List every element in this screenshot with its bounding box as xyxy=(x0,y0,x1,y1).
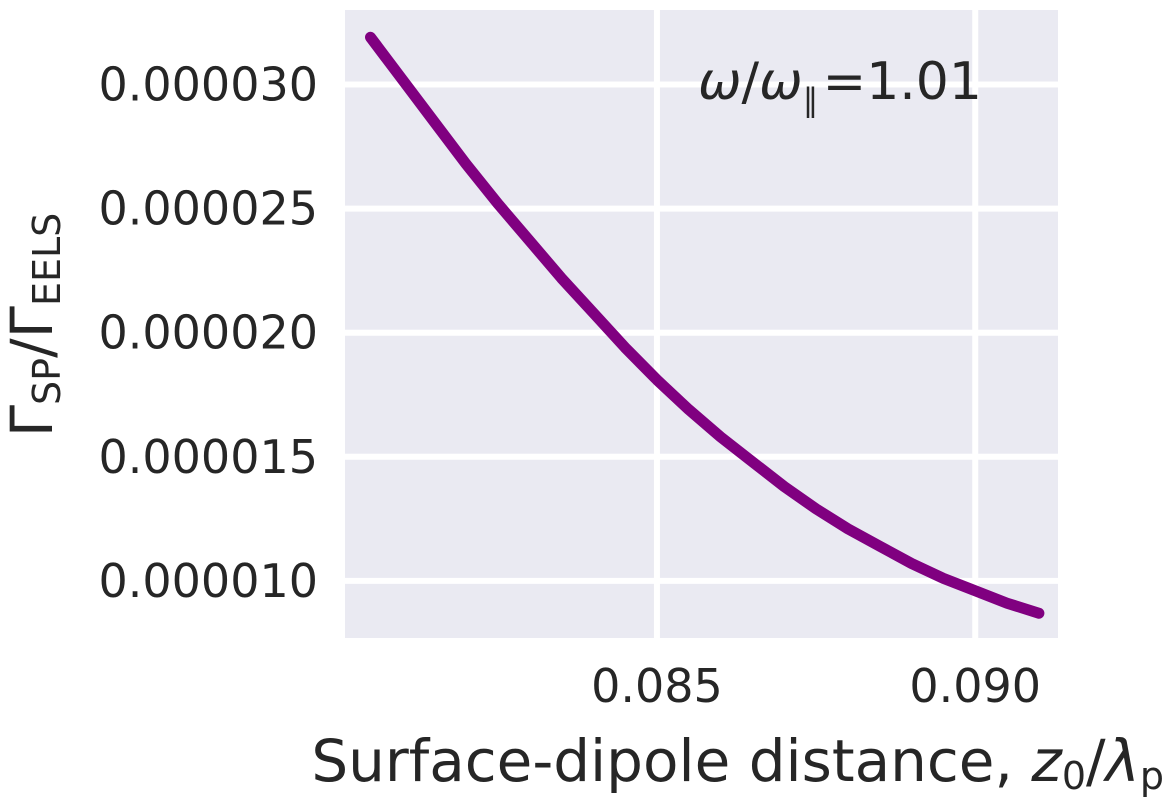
tick-labels: 0.085 0.090 0.000010 0.000015 0.000020 0.0000… xyxy=(99,57,1042,713)
y-tick-label: 0.000030 xyxy=(99,57,319,111)
y-axis-label: ΓSP/ΓEELS xyxy=(0,213,69,438)
x-axis-label: Surface-dipole distance, z0/λp xyxy=(311,727,1164,798)
y-tick-label: 0.000025 xyxy=(99,182,319,236)
y-tick-label: 0.000020 xyxy=(99,306,319,360)
x-tick-label: 0.090 xyxy=(909,659,1041,713)
plot-background xyxy=(345,10,1058,638)
y-tick-label: 0.000015 xyxy=(99,430,319,484)
series-line xyxy=(365,31,1045,619)
x-tick-label: 0.085 xyxy=(591,659,723,713)
grid xyxy=(345,10,1058,638)
annotation: ω/ω∥=1.01 xyxy=(698,52,982,119)
y-tick-label: 0.000010 xyxy=(99,554,319,608)
series-group xyxy=(365,31,1045,619)
